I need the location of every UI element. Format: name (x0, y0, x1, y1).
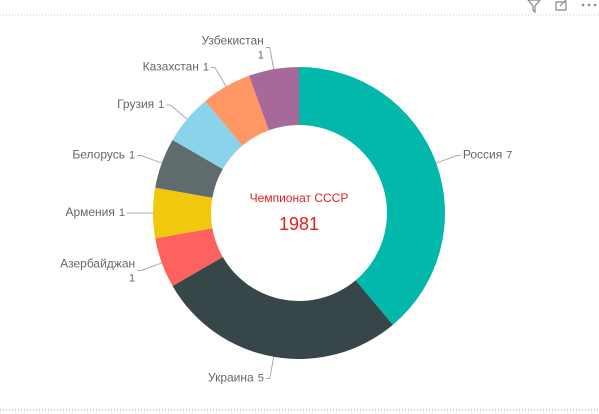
slice (155, 228, 223, 286)
slice (205, 75, 269, 146)
slice (172, 257, 393, 359)
data-label: Россия 7 (463, 148, 512, 162)
data-label: Казахстан 1 (143, 60, 209, 74)
slice (172, 101, 243, 169)
leader-line (137, 262, 162, 271)
label-value: 1 (129, 149, 135, 161)
label-value: 1 (258, 49, 264, 61)
leader-line (211, 67, 227, 87)
slice (155, 140, 223, 198)
data-label: Украина 5 (208, 371, 264, 385)
more-icon[interactable] (581, 3, 597, 7)
label-value: 1 (158, 99, 164, 111)
expand-icon[interactable] (555, 0, 568, 11)
filter-icon[interactable] (527, 0, 541, 14)
leader-line (265, 47, 275, 70)
leader-line (436, 155, 461, 164)
label-value: 1 (203, 61, 209, 73)
label-value: 1 (129, 272, 135, 284)
center-value: 1981 (279, 214, 319, 234)
slice (299, 67, 445, 325)
label-name: Армения (65, 205, 114, 219)
data-label: Узбекистан (201, 34, 263, 48)
label-value: 1 (119, 207, 125, 219)
data-label: Грузия 1 (117, 97, 164, 111)
data-label: Армения 1 (65, 205, 125, 219)
label-name: Казахстан (143, 60, 199, 74)
label-name: Азербайджан (60, 257, 135, 271)
center-title: Чемпионат СССР (250, 191, 349, 205)
slice (249, 67, 299, 131)
data-label: Белорусь 1 (72, 148, 135, 162)
label-value: 5 (258, 372, 264, 384)
slice (152, 187, 213, 239)
leader-line (265, 356, 275, 379)
label-name: Грузия (117, 97, 154, 111)
label-name: Узбекистан (201, 34, 263, 48)
leader-line (166, 104, 188, 120)
data-label: Азербайджан (60, 257, 135, 271)
label-name: Белорусь (72, 148, 125, 162)
label-value: 7 (506, 149, 512, 161)
leader-line (137, 155, 162, 164)
label-name: Украина (208, 371, 254, 385)
label-name: Россия (463, 148, 502, 162)
